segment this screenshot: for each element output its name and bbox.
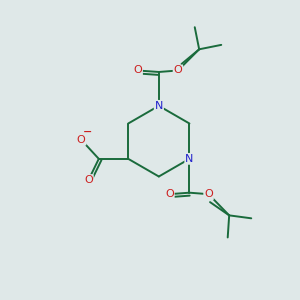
Text: O: O — [204, 189, 213, 199]
Text: O: O — [133, 65, 142, 76]
Text: O: O — [84, 175, 93, 185]
Text: N: N — [185, 154, 194, 164]
Text: O: O — [165, 189, 174, 199]
Text: O: O — [77, 135, 85, 145]
Text: −: − — [83, 126, 92, 136]
Text: N: N — [154, 101, 163, 111]
Text: O: O — [174, 65, 182, 76]
